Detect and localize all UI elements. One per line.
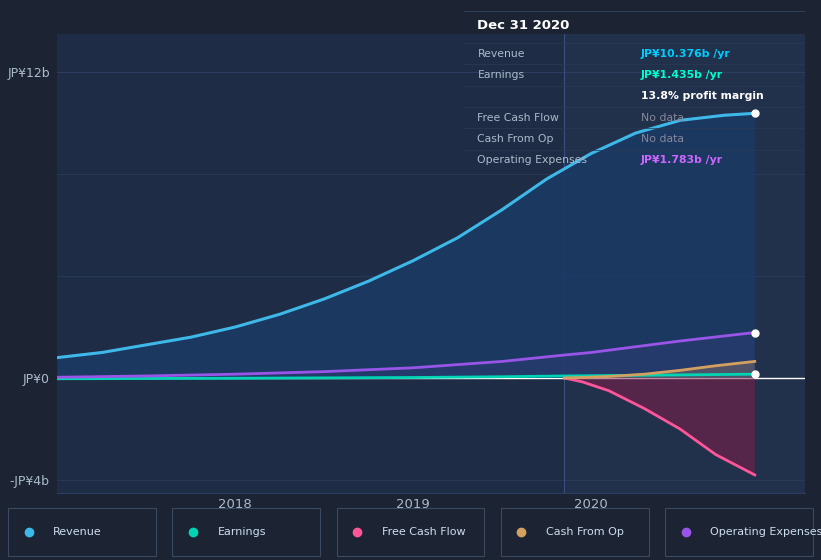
Text: Cash From Op: Cash From Op — [478, 134, 554, 144]
Text: No data: No data — [641, 134, 684, 144]
Bar — [565, 34, 805, 493]
Text: Free Cash Flow: Free Cash Flow — [382, 527, 466, 537]
Text: JP¥1.435b /yr: JP¥1.435b /yr — [641, 70, 723, 80]
Text: Free Cash Flow: Free Cash Flow — [478, 113, 559, 123]
Text: Revenue: Revenue — [53, 527, 102, 537]
Text: JP¥10.376b /yr: JP¥10.376b /yr — [641, 49, 731, 59]
Text: Dec 31 2020: Dec 31 2020 — [478, 19, 570, 32]
Text: JP¥1.783b /yr: JP¥1.783b /yr — [641, 155, 723, 165]
Text: Operating Expenses: Operating Expenses — [710, 527, 821, 537]
Text: Earnings: Earnings — [478, 70, 525, 80]
Text: 13.8% profit margin: 13.8% profit margin — [641, 91, 764, 101]
Text: Cash From Op: Cash From Op — [546, 527, 624, 537]
Text: Earnings: Earnings — [218, 527, 266, 537]
Text: Revenue: Revenue — [478, 49, 525, 59]
Text: No data: No data — [641, 113, 684, 123]
Text: Operating Expenses: Operating Expenses — [478, 155, 588, 165]
